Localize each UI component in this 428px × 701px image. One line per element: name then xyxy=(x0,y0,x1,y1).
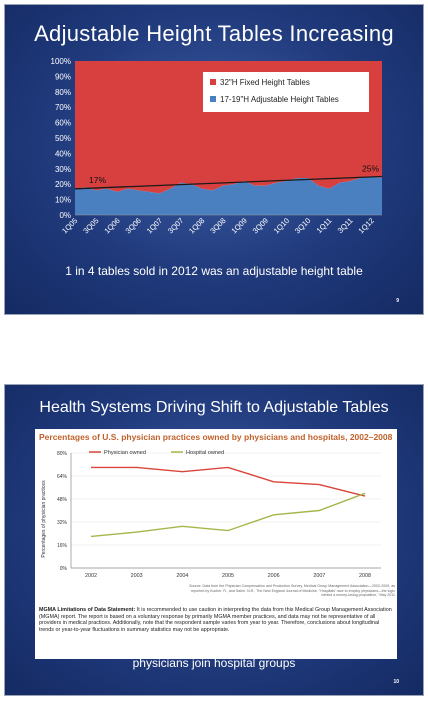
caption-link[interactable]: adjustable height tables xyxy=(166,641,293,655)
x-tick-label: 3Q07 xyxy=(166,216,185,235)
chart-title: Percentages of U.S. physician practices … xyxy=(39,432,393,442)
x-tick-label: 2004 xyxy=(176,573,188,579)
x-tick-label: 3Q09 xyxy=(251,216,270,235)
stacked-area-chart: 17% 25% 0% 10% 20% 30% 40% 50% 60% 70% 80% 90% 100%… xyxy=(51,57,383,235)
legend-label-fixed: 32"H Fixed Height Tables xyxy=(220,78,310,87)
page-number: 10 xyxy=(393,679,399,685)
page-number: 9 xyxy=(396,298,399,304)
chart-panel: Percentages of U.S. physician practices … xyxy=(35,429,397,659)
x-tick-label: 1Q06 xyxy=(102,216,121,235)
y-tick-label: 30% xyxy=(55,165,71,174)
y-tick-label: 70% xyxy=(55,103,71,112)
slide-adjustable-height-tables: Adjustable Height Tables Increasing 17% 2… xyxy=(4,4,424,315)
y-tick-label: 0% xyxy=(60,566,68,572)
annotation-end: 25% xyxy=(362,164,379,174)
y-tick-label: 80% xyxy=(55,88,71,97)
slide-title: Health Systems Driving Shift to Adjustab… xyxy=(39,399,389,416)
annotation-start: 17% xyxy=(89,175,106,185)
y-tick-label: 0% xyxy=(59,211,71,220)
area-adjustable-height xyxy=(75,176,382,215)
limitations-text: It is recommended to use caution in inte… xyxy=(39,607,392,633)
x-tick-label: 3Q08 xyxy=(208,216,227,235)
y-tick-label: 10% xyxy=(55,196,71,205)
y-axis-label: Percentages of physician practices xyxy=(41,480,47,558)
x-tick-label: 2007 xyxy=(313,573,325,579)
x-tick-label: 3Q06 xyxy=(124,216,143,235)
x-tick-label: 2002 xyxy=(85,573,97,579)
limitations-statement: MGMA Limitations of Data Statement: It i… xyxy=(39,607,393,633)
slide-health-systems: Health Systems Driving Shift to Adjustab… xyxy=(4,384,424,696)
slide-caption: We expect the shift to adjustable height… xyxy=(5,641,423,671)
legend-swatch-fixed xyxy=(210,79,216,85)
x-tick-label: 1Q10 xyxy=(272,216,291,235)
x-tick-label: 3Q11 xyxy=(336,216,355,235)
slide-caption: 1 in 4 tables sold in 2012 was an adjust… xyxy=(65,264,363,278)
legend-label-physician: Physician owned xyxy=(104,450,146,456)
y-tick-label: 80% xyxy=(57,451,68,457)
legend-box xyxy=(203,72,369,112)
x-tick-label: 2008 xyxy=(359,573,371,579)
legend-label-hospital: Hospital owned xyxy=(186,450,224,456)
series-line-physician xyxy=(91,466,366,497)
y-tick-label: 64% xyxy=(57,474,68,480)
x-tick-label: 1Q08 xyxy=(187,216,206,235)
y-tick-label: 16% xyxy=(57,543,68,549)
x-tick-label: 1Q07 xyxy=(145,216,164,235)
limitations-label: MGMA Limitations of Data Statement: xyxy=(39,607,136,613)
x-tick-label: 1Q11 xyxy=(315,216,334,235)
y-tick-label: 90% xyxy=(55,72,71,81)
x-tick-label: 1Q12 xyxy=(356,216,375,235)
y-tick-label: 50% xyxy=(55,134,71,143)
line-chart: 0% 16% 32% 48% 64% 80% 2002 2003 2004 2005 2006 200… xyxy=(41,450,381,579)
x-tick-label: 1Q09 xyxy=(229,216,248,235)
y-tick-label: 40% xyxy=(55,149,71,158)
caption-line-2: physicians join hospital groups xyxy=(132,656,296,670)
x-tick-label: 2006 xyxy=(268,573,280,579)
caption-prefix: We expect the shift to xyxy=(47,641,167,655)
x-tick-label: 2005 xyxy=(222,573,234,579)
trend-line xyxy=(74,175,383,190)
x-tick-label: 3Q05 xyxy=(81,216,100,235)
y-tick-label: 20% xyxy=(55,180,71,189)
y-tick-label: 48% xyxy=(57,497,68,503)
series-line-hospital xyxy=(90,492,366,538)
caption-suffix: to accelerate as xyxy=(292,641,381,655)
legend-label-adjustable: 17-19"H Adjustable Height Tables xyxy=(220,95,339,104)
x-tick-label: 2003 xyxy=(131,573,143,579)
y-tick-label: 60% xyxy=(55,119,71,128)
y-tick-label: 32% xyxy=(57,520,68,526)
y-tick-label: 100% xyxy=(51,57,71,66)
source-note: Source: Data from the Physician Compensa… xyxy=(189,584,395,597)
slide-title: Adjustable Height Tables Increasing xyxy=(34,21,394,46)
legend-swatch-adjustable xyxy=(210,96,216,102)
x-tick-label: 3Q10 xyxy=(293,216,312,235)
